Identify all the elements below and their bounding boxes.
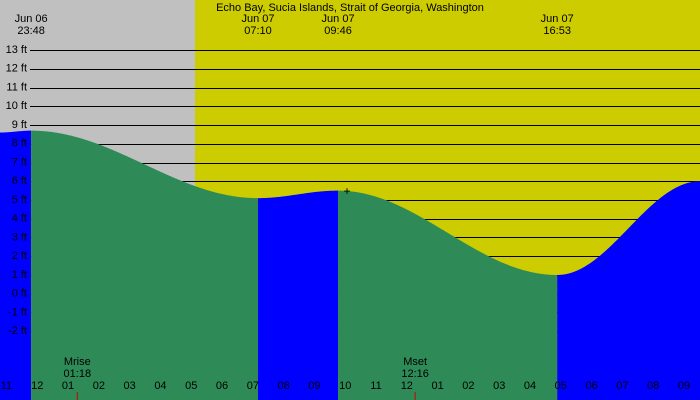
x-tick-label: 03 (493, 380, 505, 392)
event-time: 16:53 (543, 25, 571, 37)
rising-tide (557, 181, 700, 400)
moon-label: Mset (403, 356, 427, 368)
y-tick-label: 13 ft (6, 44, 27, 56)
y-tick-label: 6 ft (12, 175, 27, 187)
moon-label: Mrise (64, 356, 91, 368)
crosshair: + (343, 184, 350, 198)
y-tick-label: -1 ft (8, 306, 27, 318)
y-tick-label: 0 ft (12, 288, 27, 300)
rising-tide (0, 130, 32, 400)
event-date: Jun 07 (322, 13, 355, 25)
event-date: Jun 07 (541, 13, 574, 25)
event-time: 23:48 (17, 25, 45, 37)
x-tick-label: 04 (154, 380, 166, 392)
labels: 13 ft 12 ft 11 ft 10 ft 9 ft 8 ft 7 ft 6 ft 5 ft… (1, 13, 690, 400)
y-tick-label: -2 ft (8, 325, 27, 337)
x-tick-label: 12 (31, 380, 43, 392)
y-tick-label: 3 ft (12, 231, 27, 243)
x-tick-label: 06 (216, 380, 228, 392)
x-tick-label: 09 (678, 380, 690, 392)
x-tick-label: 11 (370, 380, 381, 392)
y-tick-label: 2 ft (12, 250, 27, 262)
x-tick-label: 05 (185, 380, 197, 392)
y-tick-label: 10 ft (6, 100, 27, 112)
x-tick-label: 07 (247, 380, 259, 392)
chart-title: Echo Bay, Sucia Islands, Strait of Georg… (216, 2, 484, 14)
x-tick-label: 02 (93, 380, 105, 392)
y-tick-label: 8 ft (12, 138, 27, 150)
y-tick-label: 12 ft (6, 63, 27, 75)
event-date: Jun 07 (241, 13, 274, 25)
falling-tide (31, 130, 258, 400)
x-tick-label: 09 (308, 380, 320, 392)
x-tick-label: 04 (524, 380, 536, 392)
event-date: Jun 06 (15, 13, 48, 25)
tide-area (0, 130, 700, 400)
x-tick-label: 07 (616, 380, 628, 392)
x-tick-label: 10 (339, 380, 351, 392)
x-tick-label: 01 (62, 380, 74, 392)
y-tick-label: 1 ft (12, 269, 27, 281)
y-tick-label: 4 ft (12, 213, 27, 225)
x-tick-label: 01 (431, 380, 443, 392)
y-tick-label: 5 ft (12, 194, 27, 206)
x-tick-label: 03 (124, 380, 136, 392)
moon-time: 12:16 (401, 368, 429, 380)
x-tick-label: 05 (555, 380, 567, 392)
y-tick-label: 9 ft (12, 119, 27, 131)
event-time: 09:46 (324, 25, 352, 37)
x-tick-label: 06 (585, 380, 597, 392)
y-tick-label: 11 ft (6, 81, 27, 93)
x-tick-label: 12 (401, 380, 413, 392)
x-tick-label: 08 (647, 380, 659, 392)
x-tick-label: 02 (462, 380, 474, 392)
rising-tide (257, 190, 339, 400)
x-tick-label: 08 (278, 380, 290, 392)
x-tick-label: 11 (1, 380, 12, 392)
falling-tide (338, 190, 558, 400)
event-time: 07:10 (244, 25, 272, 37)
y-tick-label: 7 ft (12, 156, 27, 168)
moon-time: 01:18 (64, 368, 92, 380)
